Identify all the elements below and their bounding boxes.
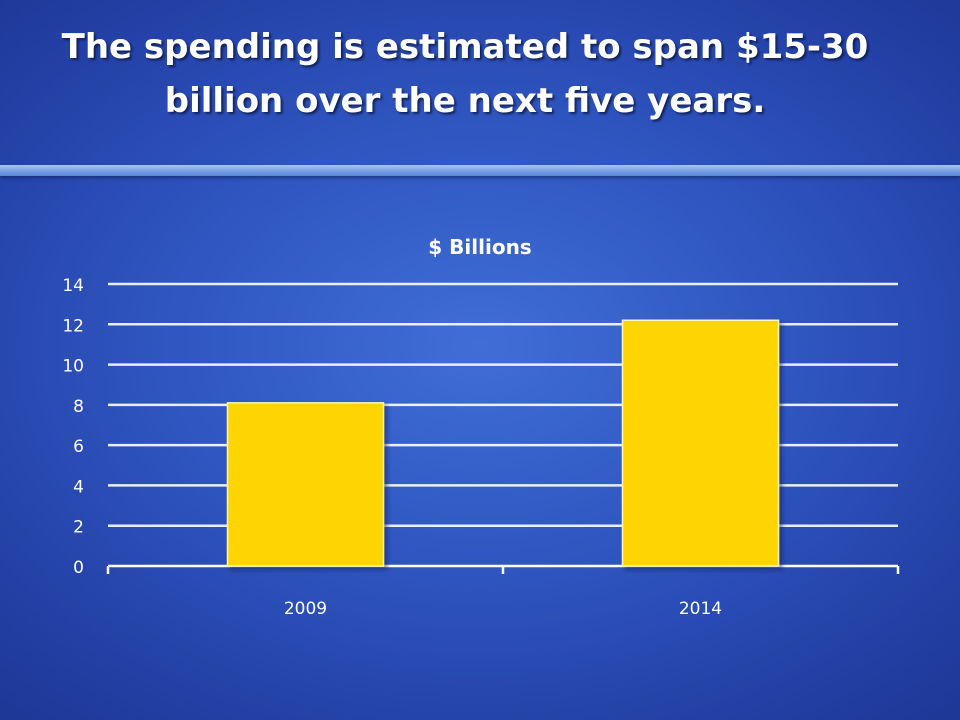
y-tick-label: 4: [73, 477, 84, 497]
x-axis: [106, 564, 900, 574]
y-tick-label: 10: [62, 357, 84, 377]
slide-title-line-2: billion over the next five years.: [164, 81, 766, 121]
chart-gridlines: [108, 282, 898, 527]
slide-title-line-1: The spending is estimated to span $15-30: [61, 27, 869, 67]
y-tick-label: 2: [73, 518, 84, 538]
y-tick-label: 8: [73, 397, 84, 417]
y-tick-label: 0: [73, 558, 84, 578]
x-tick-label: 2014: [679, 599, 722, 619]
chart-title: $ Billions: [428, 235, 531, 259]
y-axis-ticks: 0 2 4 6 8 10 12 14: [62, 276, 84, 578]
y-tick-label: 14: [62, 276, 84, 296]
title-divider: [0, 165, 960, 176]
slide-title: The spending is estimated to span $15-30…: [40, 20, 890, 128]
chart-bars: [226, 319, 780, 567]
y-tick-label: 12: [62, 316, 84, 336]
x-tick-label: 2009: [284, 599, 327, 619]
y-tick-label: 6: [73, 437, 84, 457]
bar-2009: [226, 402, 385, 567]
x-axis-ticks: 2009 2014: [284, 599, 722, 619]
bar-2014: [621, 319, 780, 567]
